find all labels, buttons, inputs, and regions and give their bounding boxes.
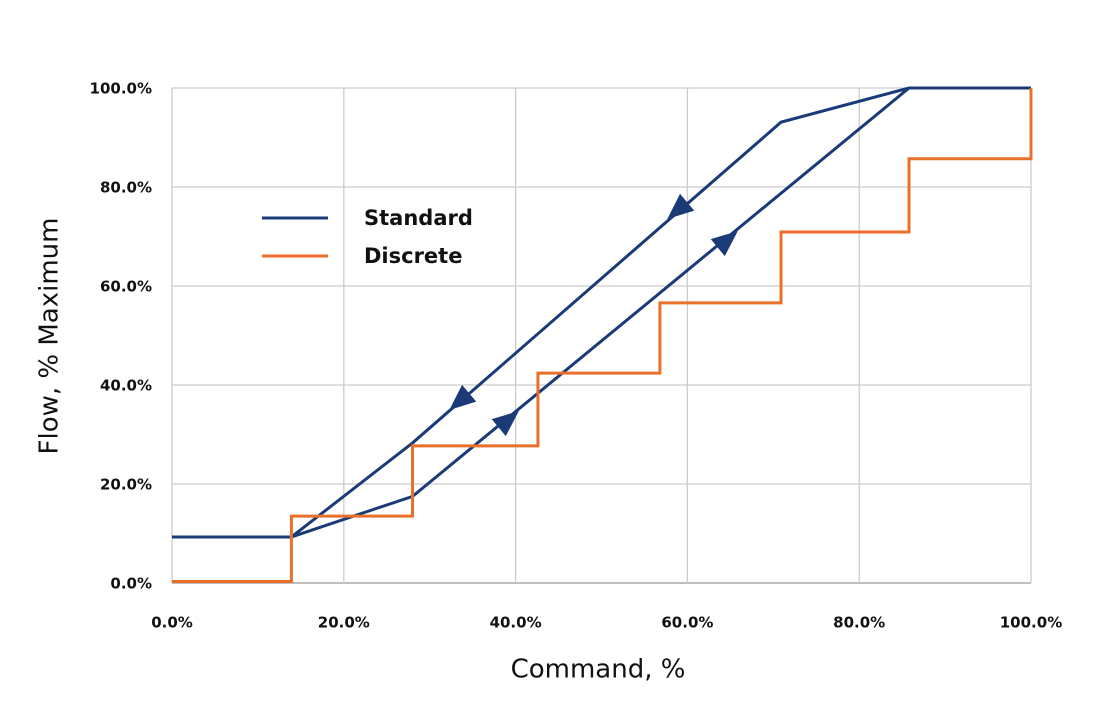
arrow bbox=[449, 384, 477, 411]
x-tick-label: 60.0% bbox=[661, 614, 713, 632]
grid bbox=[171, 87, 1032, 584]
legend: Standard Discrete bbox=[262, 206, 473, 268]
series-line bbox=[172, 88, 1033, 584]
legend-label: Discrete bbox=[364, 244, 462, 268]
x-tick-label: 0.0% bbox=[151, 614, 193, 632]
plot-lines bbox=[172, 86, 1033, 584]
y-tick-label: 0.0% bbox=[110, 575, 152, 593]
y-tick-label: 60.0% bbox=[100, 278, 152, 296]
arrow bbox=[667, 193, 695, 220]
x-tick-label: 80.0% bbox=[833, 614, 885, 632]
series-line bbox=[172, 86, 1031, 539]
x-tick-label: 40.0% bbox=[490, 614, 542, 632]
y-axis-title: Flow, % Maximum bbox=[35, 218, 65, 455]
x-axis-title: Command, % bbox=[511, 655, 686, 685]
arrow bbox=[710, 231, 738, 257]
direction-arrows bbox=[449, 193, 738, 437]
y-tick-label: 100.0% bbox=[90, 80, 152, 98]
x-tick-label: 20.0% bbox=[318, 614, 370, 632]
x-tick-label: 100.0% bbox=[1000, 614, 1062, 632]
y-tick-label: 40.0% bbox=[100, 377, 152, 395]
y-tick-label: 80.0% bbox=[100, 179, 152, 197]
y-tick-label: 20.0% bbox=[100, 476, 152, 494]
arrow bbox=[491, 411, 519, 437]
legend-label: Standard bbox=[364, 206, 473, 230]
